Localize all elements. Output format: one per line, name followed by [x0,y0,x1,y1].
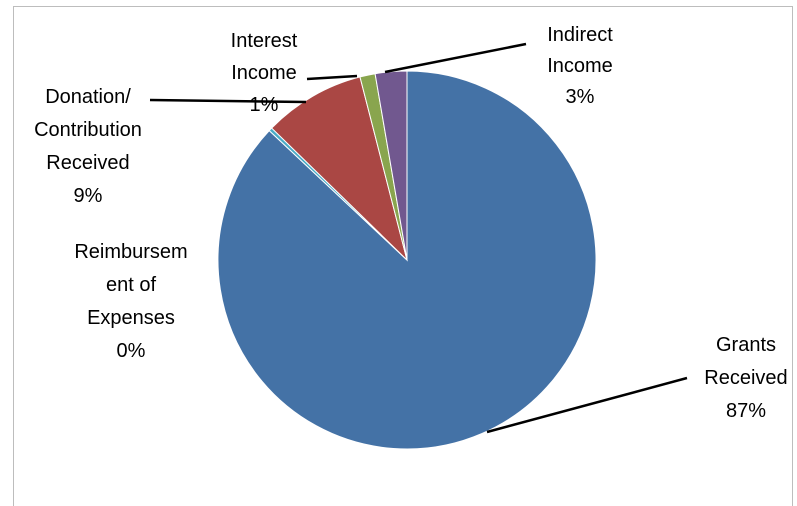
data-label-indirect-income: Indirect Income 3% [547,24,613,108]
leader-line-donation-contribution-received [149,98,307,104]
data-label-interest-income: Interest Income 1% [231,30,298,116]
data-label-grants-received: Grants Received 87% [704,334,787,422]
pie-slice-donation-contribution-received [270,76,408,262]
leader-line-indirect-income [384,42,527,74]
leader-line-interest-income [306,74,358,81]
data-label-donation-contribution-received: Donation/Contribution Received 9% [34,86,142,207]
chart-frame [13,6,793,506]
data-label-reimbursement-of-expenses: Reimbursem ent of Expenses 0% [74,241,187,362]
leader-line-grants-received [486,376,688,434]
